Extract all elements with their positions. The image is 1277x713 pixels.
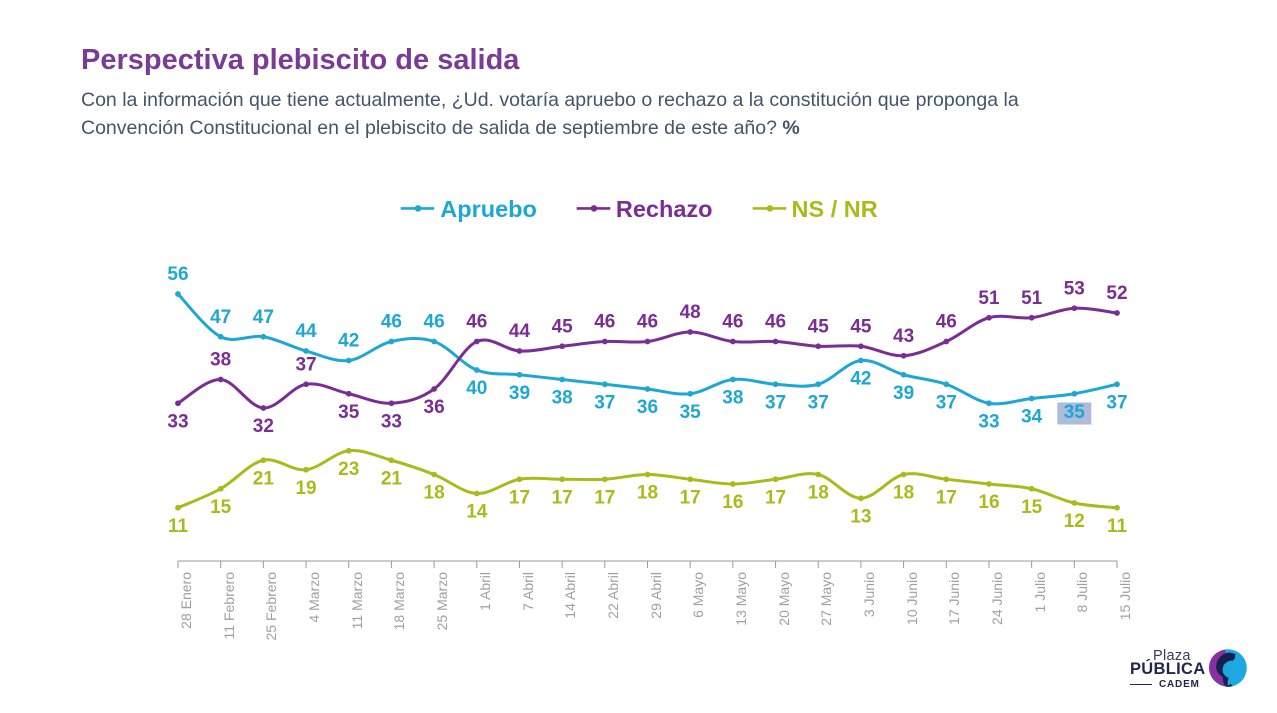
svg-text:45: 45	[552, 316, 574, 337]
svg-text:44: 44	[295, 321, 317, 342]
svg-text:46: 46	[466, 312, 487, 333]
svg-text:13: 13	[850, 506, 871, 527]
svg-text:46: 46	[594, 312, 615, 333]
svg-text:18: 18	[808, 483, 829, 504]
svg-text:56: 56	[167, 264, 188, 285]
svg-text:38: 38	[210, 350, 231, 371]
svg-text:37: 37	[1106, 392, 1127, 413]
svg-text:19: 19	[295, 478, 316, 499]
svg-text:15: 15	[210, 497, 232, 518]
svg-text:46: 46	[722, 312, 743, 333]
svg-text:43: 43	[893, 326, 914, 347]
svg-text:23: 23	[338, 459, 359, 480]
svg-text:37: 37	[295, 354, 316, 375]
svg-text:39: 39	[509, 383, 530, 404]
svg-text:18: 18	[637, 483, 658, 504]
svg-text:35: 35	[680, 402, 702, 423]
svg-text:17: 17	[594, 487, 615, 508]
svg-text:37: 37	[594, 392, 615, 413]
svg-text:11: 11	[1107, 516, 1128, 537]
svg-text:21: 21	[381, 468, 403, 489]
svg-text:16: 16	[978, 492, 999, 513]
svg-text:17: 17	[552, 487, 573, 508]
svg-text:11: 11	[168, 516, 189, 537]
svg-text:37: 37	[765, 392, 786, 413]
svg-text:35: 35	[338, 402, 360, 423]
svg-text:46: 46	[637, 312, 658, 333]
svg-text:38: 38	[722, 388, 743, 409]
svg-text:37: 37	[936, 392, 957, 413]
svg-text:34: 34	[1021, 407, 1043, 428]
svg-text:17: 17	[509, 487, 530, 508]
svg-text:32: 32	[253, 416, 274, 437]
svg-text:18: 18	[424, 483, 445, 504]
svg-text:35: 35	[1064, 402, 1086, 423]
svg-text:53: 53	[1064, 278, 1085, 299]
svg-text:46: 46	[424, 312, 445, 333]
svg-text:52: 52	[1106, 283, 1127, 304]
svg-text:36: 36	[637, 397, 658, 418]
svg-text:47: 47	[210, 307, 231, 328]
svg-text:45: 45	[850, 316, 872, 337]
svg-text:36: 36	[424, 397, 445, 418]
svg-text:40: 40	[466, 378, 487, 399]
svg-text:17: 17	[765, 487, 786, 508]
svg-text:51: 51	[1021, 288, 1043, 309]
svg-text:42: 42	[850, 369, 871, 390]
svg-text:18: 18	[893, 483, 914, 504]
svg-text:16: 16	[722, 492, 743, 513]
svg-text:38: 38	[552, 388, 573, 409]
svg-text:51: 51	[978, 288, 1000, 309]
svg-text:17: 17	[936, 487, 957, 508]
svg-text:47: 47	[253, 307, 274, 328]
svg-text:44: 44	[509, 321, 531, 342]
svg-text:39: 39	[893, 383, 914, 404]
svg-text:14: 14	[466, 502, 488, 523]
svg-text:42: 42	[338, 331, 359, 352]
svg-text:12: 12	[1064, 511, 1085, 532]
svg-text:21: 21	[253, 468, 275, 489]
svg-text:45: 45	[808, 316, 830, 337]
svg-text:33: 33	[167, 411, 188, 432]
svg-text:46: 46	[936, 312, 957, 333]
svg-text:17: 17	[680, 487, 701, 508]
svg-text:15: 15	[1021, 497, 1043, 518]
svg-text:48: 48	[680, 302, 701, 323]
svg-text:46: 46	[765, 312, 786, 333]
svg-text:37: 37	[808, 392, 829, 413]
svg-text:33: 33	[381, 411, 402, 432]
svg-text:33: 33	[978, 411, 999, 432]
svg-text:46: 46	[381, 312, 402, 333]
